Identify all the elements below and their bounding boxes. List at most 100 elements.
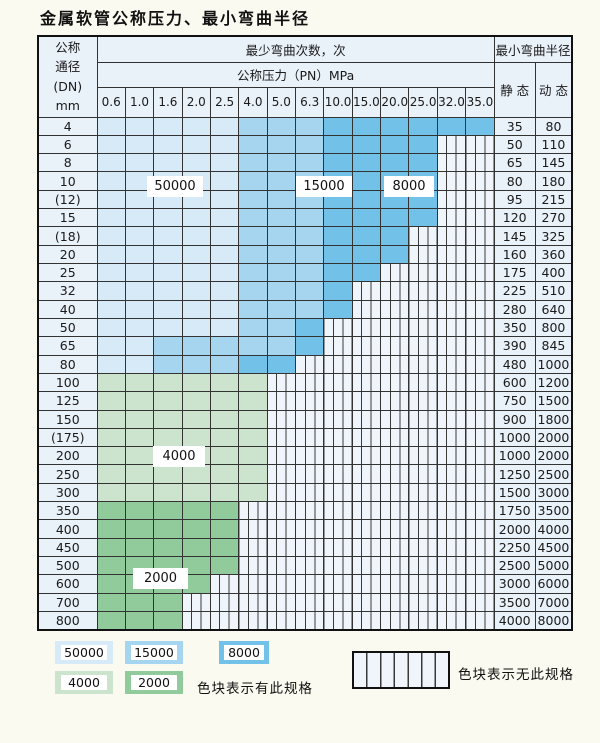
zone-label-15000: 15000 bbox=[296, 176, 352, 197]
spec-cell bbox=[96, 153, 126, 173]
no-spec-cell bbox=[465, 592, 495, 612]
no-spec-cell bbox=[436, 153, 467, 173]
spec-cell bbox=[209, 519, 240, 539]
no-spec-cell bbox=[351, 281, 382, 301]
spec-cell bbox=[238, 281, 268, 301]
spec-cell bbox=[323, 262, 353, 283]
spec-cell bbox=[181, 427, 211, 448]
no-spec-cell bbox=[380, 501, 410, 521]
static-radius-cell: 145 bbox=[493, 226, 536, 246]
zone-label-50000: 50000 bbox=[147, 176, 203, 197]
table-row-dn-125: 125 750 1500 bbox=[37, 391, 573, 411]
spec-cell bbox=[266, 208, 297, 228]
dynamic-radius-cell: 3000 bbox=[534, 482, 573, 503]
no-spec-cell bbox=[351, 555, 382, 576]
spec-cell bbox=[96, 574, 126, 594]
dynamic-radius-cell: 2000 bbox=[534, 427, 573, 448]
dynamic-radius-cell: 1200 bbox=[534, 372, 573, 393]
spec-cell bbox=[380, 134, 410, 155]
no-spec-cell bbox=[323, 574, 353, 594]
spec-cell bbox=[295, 336, 325, 356]
dn-cell: (175) bbox=[37, 427, 98, 448]
spec-cell bbox=[380, 244, 410, 265]
table-row-dn-200: 200 1000 2000 bbox=[37, 446, 573, 466]
static-radius-cell: 225 bbox=[493, 281, 536, 301]
spec-cell bbox=[96, 336, 126, 356]
spec-cell bbox=[153, 391, 183, 411]
spec-cell bbox=[351, 226, 382, 246]
dn-cell: 65 bbox=[37, 336, 98, 356]
spec-cell bbox=[323, 116, 353, 136]
no-spec-cell bbox=[238, 555, 268, 576]
spec-cell bbox=[181, 299, 211, 319]
dn-cell: 100 bbox=[37, 372, 98, 393]
no-spec-cell bbox=[266, 592, 297, 612]
spec-cell bbox=[153, 372, 183, 393]
no-spec-cell bbox=[351, 501, 382, 521]
dynamic-radius-cell: 325 bbox=[534, 226, 573, 246]
spec-cell bbox=[209, 171, 240, 191]
no-spec-cell bbox=[436, 501, 467, 521]
spec-cell bbox=[238, 427, 268, 448]
no-spec-cell bbox=[408, 574, 438, 594]
no-spec-cell bbox=[238, 574, 268, 594]
no-spec-cell bbox=[436, 592, 467, 612]
no-spec-cell bbox=[436, 574, 467, 594]
no-spec-cell bbox=[465, 244, 495, 265]
no-spec-cell bbox=[323, 519, 353, 539]
spec-cell bbox=[209, 116, 240, 136]
no-spec-cell bbox=[380, 592, 410, 612]
pressure-col-10.0: 10.0 bbox=[323, 86, 353, 118]
no-spec-cell bbox=[465, 574, 495, 594]
spec-cell bbox=[96, 537, 126, 558]
no-spec-cell bbox=[380, 519, 410, 539]
no-spec-cell bbox=[408, 519, 438, 539]
spec-cell bbox=[181, 537, 211, 558]
spec-cell bbox=[124, 409, 155, 429]
spec-cell bbox=[408, 153, 438, 173]
spec-cell bbox=[209, 464, 240, 484]
spec-cell bbox=[266, 262, 297, 283]
no-spec-cell bbox=[351, 409, 382, 429]
spec-cell bbox=[351, 262, 382, 283]
dn-cell: 250 bbox=[37, 464, 98, 484]
static-radius-cell: 1000 bbox=[493, 446, 536, 466]
dn-header-line: mm bbox=[55, 98, 80, 114]
spec-cell bbox=[209, 189, 240, 210]
no-spec-cell bbox=[465, 537, 495, 558]
static-radius-cell: 35 bbox=[493, 116, 536, 136]
dynamic-radius-cell: 3500 bbox=[534, 501, 573, 521]
spec-cell bbox=[209, 244, 240, 265]
no-spec-cell bbox=[351, 446, 382, 466]
spec-cell bbox=[96, 299, 126, 319]
static-column-header: 静 态 bbox=[493, 61, 536, 118]
no-spec-cell bbox=[266, 391, 297, 411]
legend-swatch-4000: 4000 bbox=[55, 671, 113, 694]
spec-cell bbox=[351, 189, 382, 210]
table-row-dn-65: 65 390 845 bbox=[37, 336, 573, 356]
spec-cell bbox=[181, 262, 211, 283]
no-spec-cell bbox=[380, 555, 410, 576]
dn-cell: 50 bbox=[37, 317, 98, 338]
dn-cell: 800 bbox=[37, 610, 98, 631]
no-spec-cell bbox=[436, 464, 467, 484]
dn-cell: 125 bbox=[37, 391, 98, 411]
spec-cell bbox=[295, 244, 325, 265]
no-spec-cell bbox=[465, 482, 495, 503]
no-spec-cell bbox=[436, 189, 467, 210]
no-spec-cell bbox=[436, 299, 467, 319]
pressure-values-row: 0.6 1.0 1.6 2.0 2.5 4.0 5.0 6.3 10.0 15.0 20.0 25.0… bbox=[38, 86, 572, 118]
legend-swatch-label: 15000 bbox=[131, 645, 177, 660]
spec-cell bbox=[124, 519, 155, 539]
spec-cell bbox=[238, 482, 268, 503]
bend-cycles-header: 最少弯曲次数，次 bbox=[96, 35, 495, 63]
no-spec-cell bbox=[436, 134, 467, 155]
table-row-dn-600: 600 3000 6000 bbox=[37, 574, 573, 594]
spec-cell bbox=[181, 134, 211, 155]
table-row-dn-(175): (175) 1000 2000 bbox=[37, 427, 573, 448]
no-spec-cell bbox=[351, 574, 382, 594]
no-spec-cell bbox=[238, 537, 268, 558]
spec-cell bbox=[181, 281, 211, 301]
spec-cell bbox=[153, 482, 183, 503]
spec-cell bbox=[209, 354, 240, 374]
